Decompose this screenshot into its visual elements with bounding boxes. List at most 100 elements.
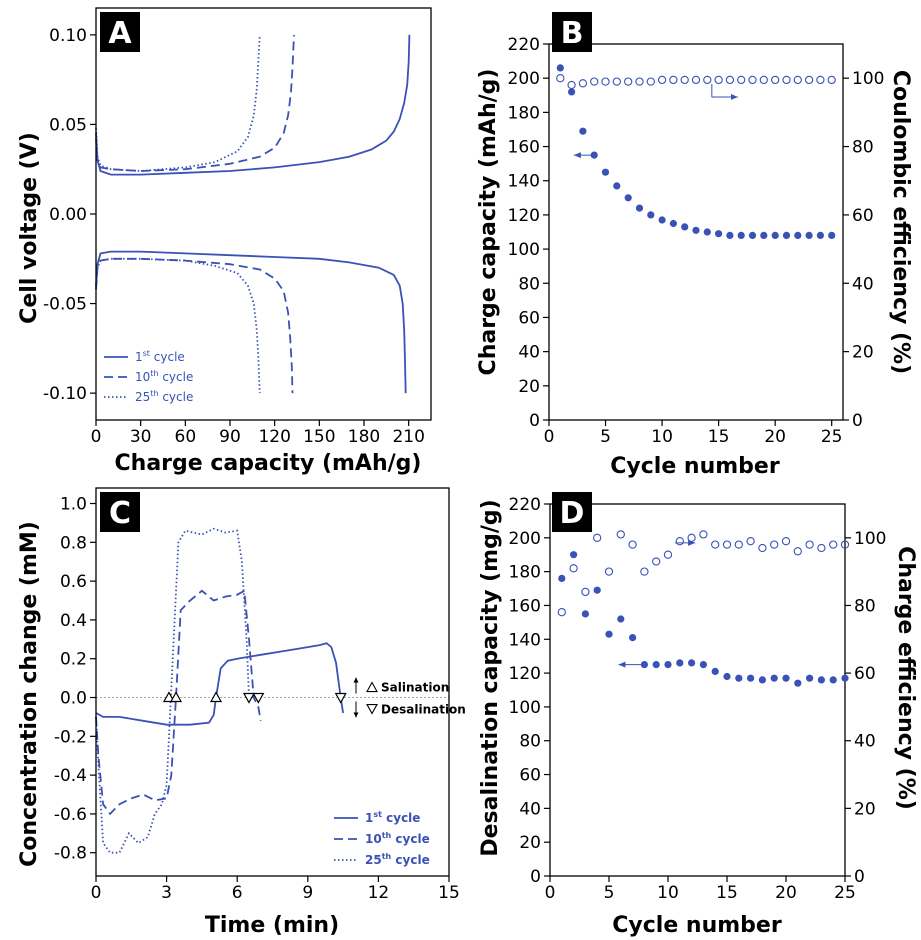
panel-b-y2tick-label: 60 xyxy=(852,206,874,226)
panel-a-ytick-label: -0.05 xyxy=(43,295,87,315)
panel-a-legend-label: 25th cycle xyxy=(135,389,193,404)
panel-d-ytick-label: 0 xyxy=(530,867,541,887)
panel-b-y2tick-label: 0 xyxy=(852,411,863,431)
panel-d-capacity-point xyxy=(593,586,601,594)
panel-d-capacity-point xyxy=(652,661,660,669)
panel-d-capacity-point xyxy=(758,676,767,684)
panel-b-efficiency-point xyxy=(816,75,825,85)
panel-d-y2tick-label: 100 xyxy=(854,529,886,549)
panel-b-capacity-point xyxy=(579,127,587,135)
panel-c-ytick-label: -0.2 xyxy=(54,727,87,747)
panel-d-capacity-point xyxy=(688,659,696,667)
panel-b-y2tick-label: 100 xyxy=(852,69,884,89)
panel-c-ytick-label: 0.0 xyxy=(60,689,87,709)
panel-d-ytick-label: 220 xyxy=(509,495,541,515)
panel-b-efficiency-point xyxy=(567,80,576,90)
panel-c-legend: 1st cycle 10th cycle 25th cycle xyxy=(334,810,430,867)
panel-d-efficiency-point xyxy=(593,533,602,542)
panel-d-efficiency-point xyxy=(817,543,826,553)
panel-c-desalination-symbol xyxy=(366,703,378,715)
panel-c-series-line xyxy=(95,642,344,726)
panel-b-capacity-point xyxy=(828,231,836,239)
panel-b-efficiency-point xyxy=(624,77,633,86)
panel-d-capacity-point xyxy=(664,661,672,669)
panel-c-letter: C xyxy=(109,496,131,531)
panel-d-capacity-point xyxy=(817,676,826,684)
panel-d-y2tick-label: 40 xyxy=(854,732,876,752)
panel-b-efficiency-point xyxy=(793,75,802,85)
panel-c-xtick-label: 9 xyxy=(302,883,313,903)
panel-b-ytick-label: 80 xyxy=(518,274,540,294)
panel-b-efficiency-point xyxy=(601,77,610,86)
panel-d-efficiency-point xyxy=(663,550,673,559)
panel-d-ytick-label: 140 xyxy=(509,630,541,650)
panel-b-ytick-label: 40 xyxy=(518,343,540,363)
panel-d-capacity-point xyxy=(605,630,613,638)
panel-d-ytick-label: 20 xyxy=(519,833,541,853)
panel-b-ytick-label: 140 xyxy=(508,172,540,192)
panel-a-xtick-label: 210 xyxy=(392,427,424,447)
panel-c-desalination-marker xyxy=(252,692,265,704)
panel-c-salination-marker xyxy=(210,691,223,703)
panel-d-efficiency-point xyxy=(628,540,637,549)
panel-d-ytick-label: 40 xyxy=(519,799,541,819)
panel-b-capacity-point xyxy=(669,219,678,228)
panel-c-legend-label: 25th cycle xyxy=(365,852,430,867)
panel-c-legend-label: 10th cycle xyxy=(365,831,430,846)
panel-d-ytick-label: 120 xyxy=(509,664,541,684)
panel-c-desalination-label: Desalination xyxy=(381,703,466,717)
panel-d-efficiency-point xyxy=(781,537,791,546)
panel-b-axis-arrow xyxy=(711,83,738,100)
panel-a-letter-box xyxy=(100,12,140,52)
panel-a-plot: 0 30 60 90 120 150 180 210 -0.10 -0.05 0.00 0.05 0.1… xyxy=(43,7,432,447)
panel-c-ytick-label: 0.8 xyxy=(60,533,87,553)
panel-c-ytick-label: 0.6 xyxy=(60,572,87,592)
panel-c-plot: 0 3 6 9 12 15 -0.8 -0.6 -0.4 -0.2 0.0 0.2 0.4 0.6 0.8 1… xyxy=(54,487,460,903)
panel-b-capacity-point xyxy=(624,194,632,202)
panel-b-xtick-label: 10 xyxy=(651,427,673,447)
panel-d-plot: 0 5 10 15 20 25020406080100120140160180200220… xyxy=(509,495,887,903)
panel-b-efficiency-point xyxy=(737,75,746,85)
panel-b-efficiency-point xyxy=(669,75,678,85)
panel-b-capacity-point xyxy=(647,211,655,219)
panel-d-y2tick-label: 80 xyxy=(854,596,876,616)
panel-d-efficiency-point xyxy=(758,543,767,553)
panel-d-xtick-label: 15 xyxy=(716,883,738,903)
panel-b-capacity-point xyxy=(556,64,564,72)
panel-c-xtick-label: 12 xyxy=(368,883,390,903)
panel-a-ytick-label: 0.10 xyxy=(49,26,87,46)
panel-b-xtick-label: 5 xyxy=(600,427,611,447)
panel-b-ytick-label: 220 xyxy=(508,35,540,55)
panel-a-xtick-label: 0 xyxy=(91,427,102,447)
panel-a-xtick-label: 120 xyxy=(258,427,290,447)
panel-b-xtick-label: 20 xyxy=(764,427,786,447)
panel-d-efficiency-point xyxy=(640,567,649,576)
panel-b-capacity-point xyxy=(568,88,576,96)
panel-b-capacity-point xyxy=(635,204,644,212)
panel-b-frame xyxy=(548,43,844,421)
panel-d-y2tick-label: 60 xyxy=(854,664,876,684)
panel-b-capacity-point xyxy=(703,228,711,236)
panel-a-series-line xyxy=(95,34,295,172)
panel-b-ylabel: Charge capacity (mAh/g) xyxy=(476,69,501,376)
panel-c-ytick-label: -0.4 xyxy=(54,766,87,786)
panel-a-frame xyxy=(95,7,432,421)
panel-b-capacity-point xyxy=(681,223,689,231)
panel-b-capacity-point xyxy=(805,231,813,239)
panel-b-efficiency-point xyxy=(612,77,621,86)
panel-b-capacity-point xyxy=(726,231,734,239)
panel-d-capacity-point xyxy=(735,674,743,682)
panel-b-y2label: Coulombic efficiency (%) xyxy=(888,70,913,374)
panel-b-efficiency-point xyxy=(556,74,565,83)
panel-b: 0 5 10 15 20 25020406080100120140160180200220… xyxy=(476,12,913,479)
panel-a-xtick-label: 30 xyxy=(130,427,152,447)
panel-d-capacity-point xyxy=(723,672,731,681)
panel-a-series-line xyxy=(95,257,294,394)
panel-d-y2tick-label: 20 xyxy=(854,799,876,819)
panel-a-series-line xyxy=(95,250,407,394)
panel-b-capacity-point xyxy=(816,231,825,239)
panel-b-efficiency-point xyxy=(578,79,588,88)
panel-c-letter-box xyxy=(100,492,140,532)
panel-c-legend-label: 1st cycle xyxy=(365,810,420,825)
panel-c-salination-marker xyxy=(169,691,183,703)
